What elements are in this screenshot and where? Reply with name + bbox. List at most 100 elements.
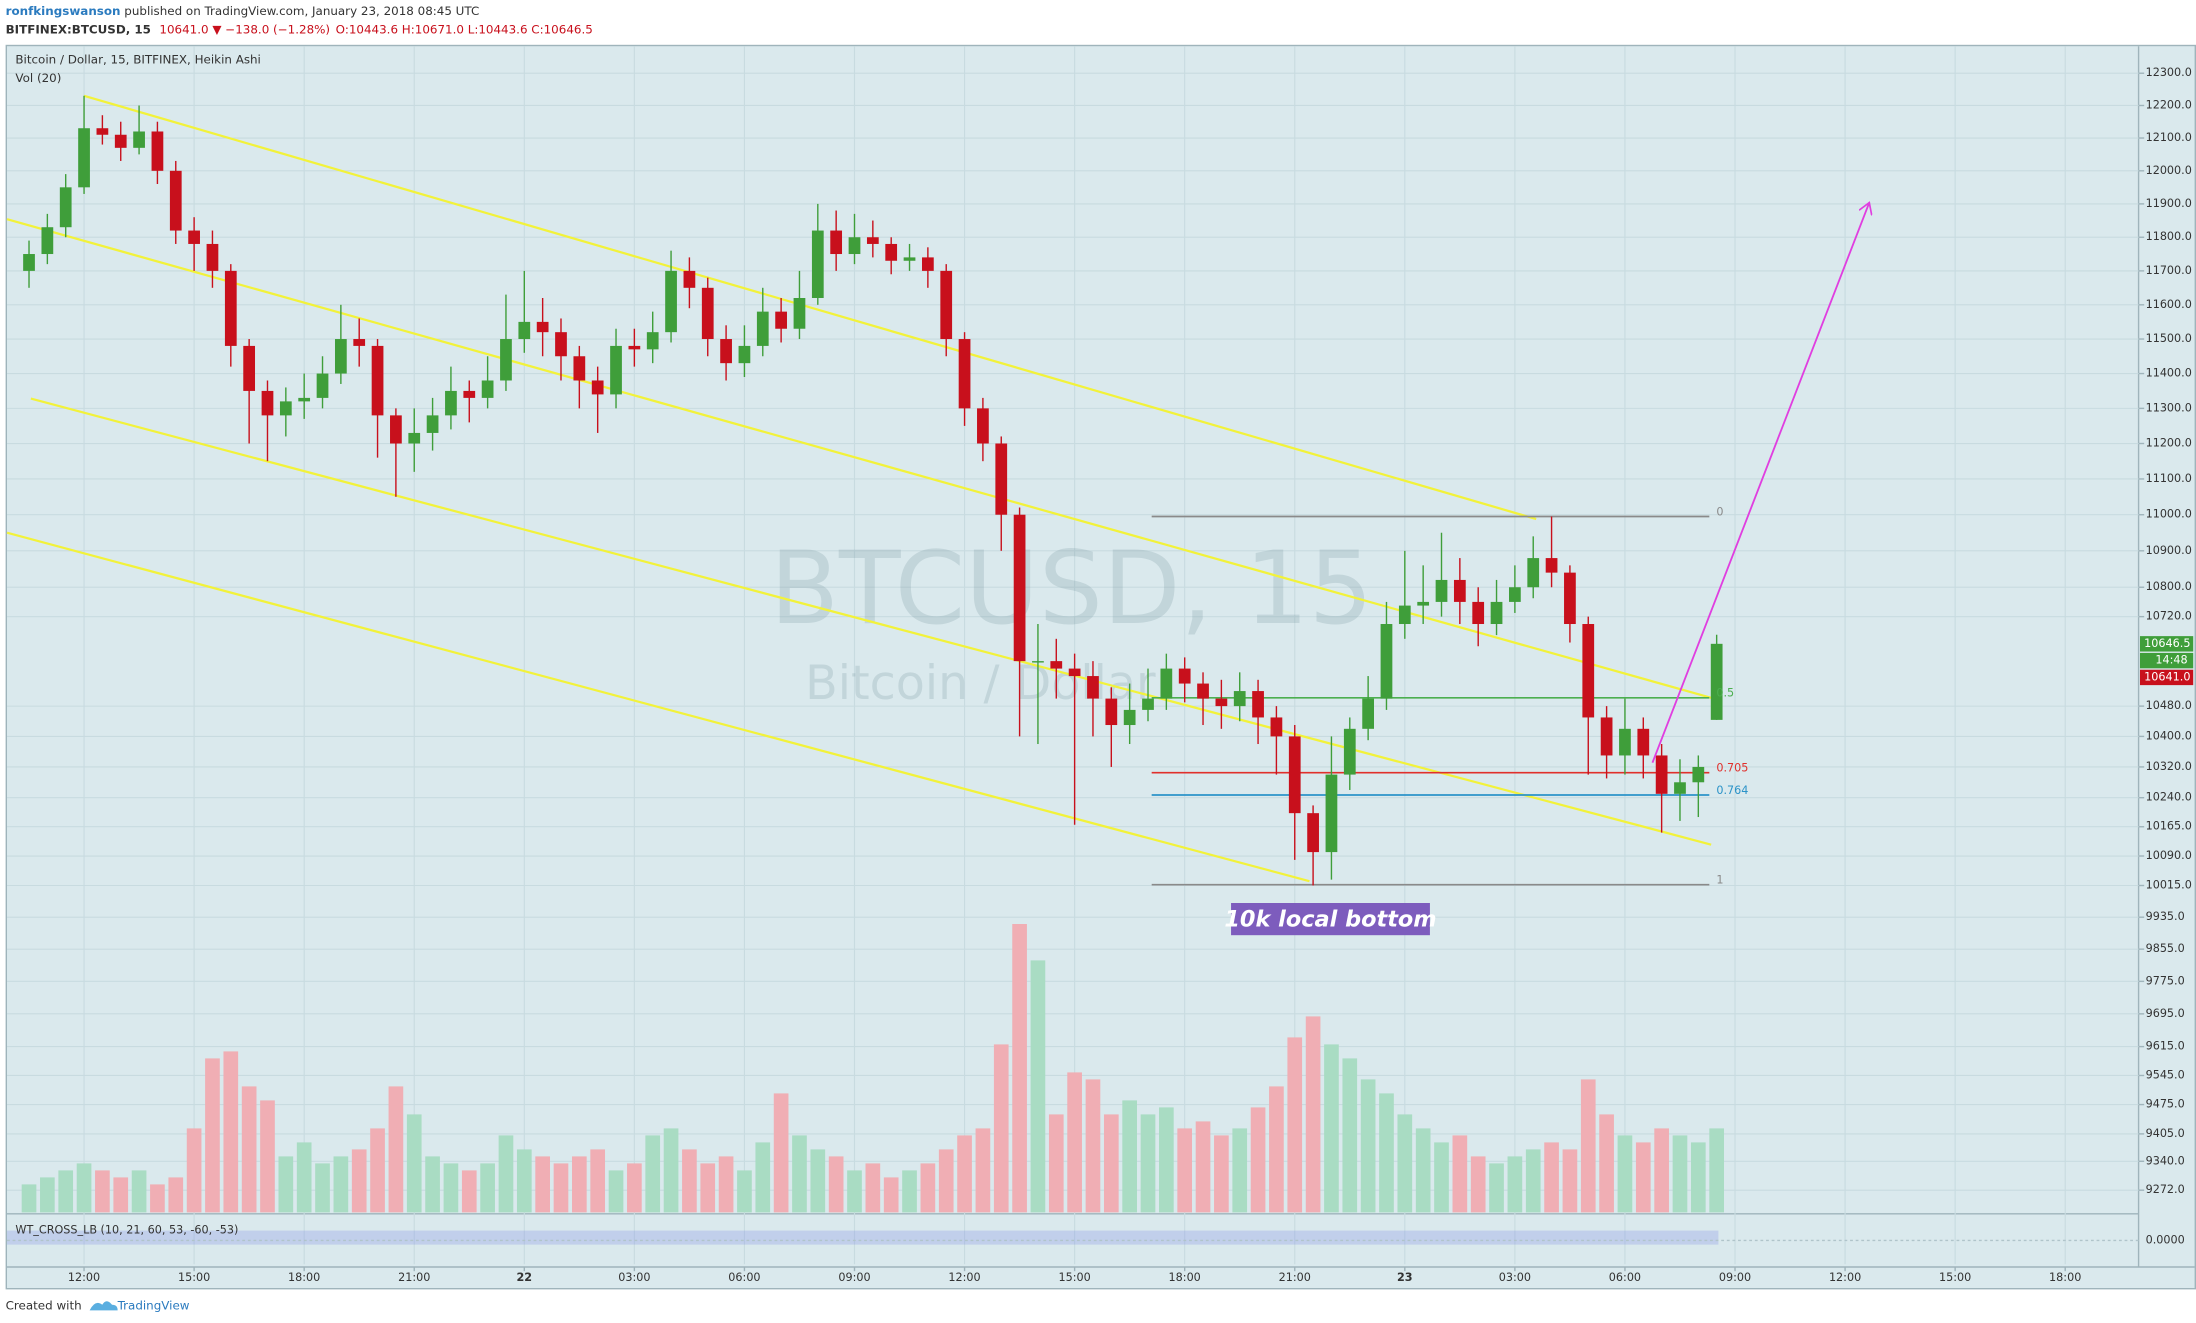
candle-body (390, 415, 402, 444)
y-tick-label: 11700.0 (2146, 264, 2192, 277)
candle-body (133, 131, 145, 148)
volume-bar (480, 1163, 495, 1213)
volume-bar (333, 1156, 349, 1213)
candle-body (756, 311, 769, 346)
y-tick-label: 11500.0 (2146, 332, 2192, 345)
volume-bar (1470, 1156, 1486, 1213)
header-line-1: ronfkingswanson published on TradingView… (6, 4, 480, 18)
volume-bar (847, 1170, 862, 1213)
candle-body (775, 311, 787, 329)
candle-body (96, 128, 109, 135)
x-tick-label: 03:00 (618, 1271, 650, 1284)
oscillator-tick: 0.0000 (2146, 1233, 2185, 1246)
x-tick-label: 12:00 (948, 1271, 980, 1284)
y-tick-label: 11200.0 (2146, 437, 2192, 450)
candle-body (1032, 661, 1044, 663)
candle-body (23, 254, 35, 271)
candle-body (353, 339, 366, 346)
x-tick-label: 12:00 (1829, 1271, 1861, 1284)
y-tick-label: 9405.0 (2146, 1127, 2185, 1140)
volume-bar (1342, 1058, 1358, 1213)
volume-bar (388, 1086, 404, 1213)
candle-body (1637, 728, 1650, 756)
volume-bar (223, 1051, 239, 1213)
volume-bar (1635, 1142, 1651, 1213)
candle-body (848, 237, 861, 255)
volume-bar (113, 1177, 129, 1213)
volume-bar (1214, 1135, 1229, 1213)
volume-bar (993, 1044, 1009, 1213)
candle-body (1307, 813, 1319, 853)
candle-body (665, 270, 677, 333)
y-tick-label: 10320.0 (2146, 760, 2192, 773)
candle-body (1087, 676, 1099, 699)
candle-body (720, 339, 732, 364)
x-tick-label: 21:00 (398, 1271, 430, 1284)
candle-body (701, 287, 714, 340)
oscillator-label: WT_CROSS_LB (10, 21, 60, 53, -60, -53) (15, 1224, 238, 1237)
candle-body (1435, 579, 1448, 602)
volume-bar (571, 1156, 587, 1213)
volume-bar (1525, 1149, 1541, 1213)
author[interactable]: ronfkingswanson (6, 4, 121, 18)
candle-body (1178, 668, 1191, 684)
volume-bar (1305, 1016, 1321, 1213)
volume-bar (608, 1170, 624, 1213)
y-tick-label: 11300.0 (2146, 401, 2192, 414)
volume-bar (920, 1163, 936, 1213)
y-tick-label: 9475.0 (2146, 1098, 2185, 1111)
candle-body (1692, 766, 1705, 783)
volume-bar (1324, 1044, 1339, 1213)
candle-body (1545, 558, 1558, 573)
y-tick-label: 10720.0 (2146, 610, 2192, 623)
volume-bar (1599, 1114, 1614, 1213)
y-tick-label: 11400.0 (2146, 367, 2192, 380)
candle-body (59, 187, 72, 228)
chart-frame (5, 44, 2196, 1290)
footer: Created with TradingView (6, 1299, 190, 1313)
volume-bar (773, 1093, 789, 1213)
overlay-layer: 0 0.5 0.705 0.764 1 10k local bottom (1224, 203, 1869, 936)
volume-bar (1085, 1079, 1101, 1213)
x-tick-label: 06:00 (728, 1271, 760, 1284)
grid (7, 46, 2139, 1265)
candle-body (114, 134, 127, 148)
x-tick-label: 15:00 (1058, 1271, 1090, 1284)
volume-label: Vol (20) (15, 71, 61, 85)
candle-body (1564, 572, 1576, 625)
candle-body (500, 339, 512, 381)
price-tag (2139, 636, 2194, 652)
x-tick-label: 09:00 (838, 1271, 870, 1284)
x-tick-label: 15:00 (178, 1271, 210, 1284)
volume-bar (737, 1170, 752, 1213)
y-tick-label: 9695.0 (2146, 1007, 2185, 1020)
candle-body (169, 170, 182, 231)
volume-bar (205, 1058, 220, 1213)
candle-body (279, 401, 292, 416)
volume-bar (1250, 1107, 1266, 1213)
y-tick-label: 9340.0 (2146, 1154, 2185, 1167)
countdown: 14:48 (2155, 654, 2187, 667)
y-tick-label: 12200.0 (2146, 98, 2192, 111)
fib-label: 1 (1716, 874, 1723, 887)
footer-brand[interactable]: TradingView (117, 1299, 190, 1313)
candle-body (866, 237, 879, 244)
x-tick-label: 22 (517, 1271, 533, 1284)
candle-body (1325, 774, 1338, 853)
volume-bar (461, 1170, 477, 1213)
candle-body (1362, 698, 1374, 729)
x-tick-label: 09:00 (1719, 1271, 1751, 1284)
published: published on TradingView.com, January 23… (121, 4, 480, 18)
candle-body (1655, 755, 1668, 794)
y-tick-label: 10015.0 (2146, 879, 2192, 892)
candle-body (1215, 698, 1228, 707)
channel-line (6, 218, 1712, 699)
volume-bar (865, 1163, 881, 1213)
y-tick-label: 10480.0 (2146, 699, 2192, 712)
volume-bar (810, 1149, 826, 1213)
fib-label: 0 (1716, 505, 1723, 518)
volume-bar (1434, 1142, 1449, 1213)
candle-body (1160, 668, 1173, 699)
volume-bar (1452, 1135, 1468, 1213)
volume-bar (168, 1177, 184, 1213)
